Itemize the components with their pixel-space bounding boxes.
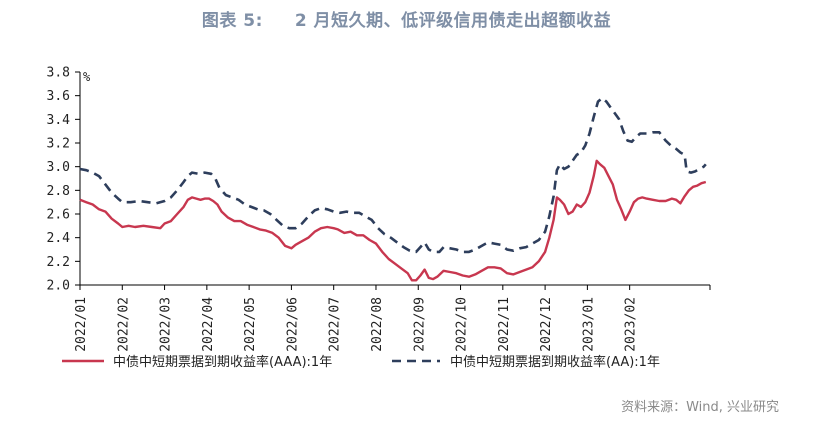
x-axis: 2022/01 2022/02 2022/03 2022/04 2022/05 2022/… [74, 284, 711, 352]
y-tick-label: 2.4 [47, 231, 71, 246]
x-tick-label: 2022/11 [497, 297, 512, 352]
y-tick-label: 2.6 [47, 208, 70, 223]
x-tick-label: 2022/01 [74, 297, 89, 352]
x-tick-label: 2022/02 [116, 297, 131, 352]
x-tick-label: 2022/09 [412, 297, 427, 352]
figure-title-text: 2 月短久期、低评级信用债走出超额收益 [294, 11, 612, 31]
x-tick-label: 2023/02 [624, 297, 639, 352]
x-tick-label: 2022/05 [243, 297, 258, 352]
x-tick-label: 2022/07 [328, 297, 343, 352]
x-tick-label: 2022/03 [159, 297, 174, 352]
x-tick-label: 2022/10 [455, 297, 470, 352]
y-tick-label: 2.0 [47, 279, 70, 294]
legend-label: 中债中短期票据到期收益率(AA):1年 [450, 354, 660, 370]
y-tick-label: 3.6 [47, 89, 70, 104]
y-tick-label: 2.2 [47, 255, 70, 270]
y-tick-label: 3.0 [47, 160, 70, 175]
figure-label: 图表 5: [201, 11, 263, 31]
source-note: 资料来源：Wind, 兴业研究 [621, 400, 779, 415]
series-lines [79, 96, 707, 282]
series-line-aaa [79, 159, 707, 282]
y-tick-label: 3.2 [47, 137, 70, 152]
y-tick-label: 3.8 [47, 66, 70, 81]
x-tick-label: 2022/06 [285, 297, 300, 352]
legend-label: 中债中短期票据到期收益率(AAA):1年 [113, 354, 332, 370]
y-tick-label: 3.4 [47, 113, 71, 128]
x-tick-label: 2023/01 [581, 297, 596, 352]
y-tick-label: 2.8 [47, 184, 70, 199]
x-tick-label: 2022/04 [201, 297, 216, 352]
chart-title: 图表 5: 2 月短久期、低评级信用债走出超额收益 [0, 6, 813, 31]
legend: 中债中短期票据到期收益率(AAA):1年 中债中短期票据到期收益率(AA):1年 [62, 354, 660, 370]
x-tick-label: 2022/08 [370, 297, 385, 352]
y-axis-unit: % [83, 70, 91, 84]
y-axis: 3.8 3.6 3.4 3.2 3.0 2.8 2.6 2.4 2.2 2.0% [47, 66, 91, 294]
x-tick-label: 2022/12 [539, 297, 554, 352]
series-line-aa [79, 96, 707, 254]
